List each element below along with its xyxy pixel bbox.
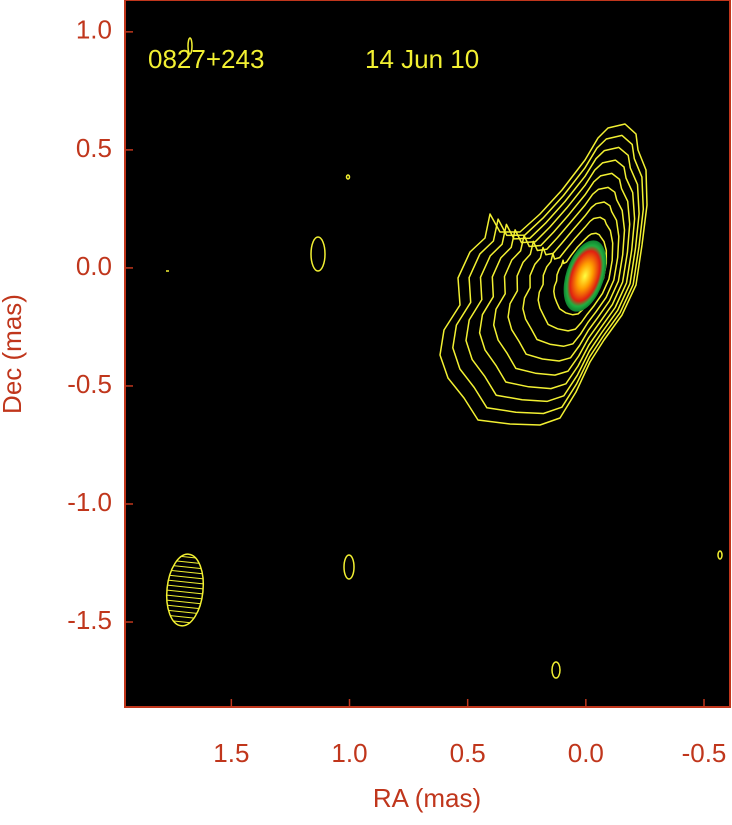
contour	[310, 236, 326, 272]
minor-contours	[166, 37, 723, 679]
contour	[492, 172, 631, 376]
contour	[345, 174, 351, 180]
y-tick-label: 1.0	[76, 15, 112, 45]
contour	[522, 201, 620, 348]
contour	[187, 37, 193, 55]
x-tick-label: 1.5	[213, 738, 249, 768]
x-axis-label: RA (mas)	[373, 783, 481, 813]
x-tick-label: -0.5	[682, 738, 727, 768]
contour	[452, 134, 645, 415]
y-tick-label: 0.5	[76, 133, 112, 163]
contour	[507, 186, 626, 362]
contour	[343, 554, 355, 580]
date-label: 14 Jun 10	[365, 44, 479, 74]
contour	[537, 216, 614, 332]
contour	[553, 232, 608, 316]
y-tick-label: 0.0	[76, 251, 112, 281]
plot-frame	[124, 0, 731, 708]
source-label: 0827+243	[148, 44, 264, 74]
x-tick-label: 0.5	[450, 738, 486, 768]
y-axis-label: Dec (mas)	[0, 294, 27, 414]
beam	[165, 553, 205, 627]
y-tick-label: -0.5	[67, 369, 112, 399]
core-emission	[563, 240, 607, 312]
contour	[465, 146, 640, 403]
contour	[717, 550, 723, 560]
y-tick-label: -1.0	[67, 487, 112, 517]
y-tick-label: -1.5	[67, 605, 112, 635]
x-tick-label: 1.0	[331, 738, 367, 768]
x-tick-label: 0.0	[568, 738, 604, 768]
contours	[439, 123, 648, 426]
plot-area	[125, 0, 730, 707]
contour	[551, 661, 561, 679]
